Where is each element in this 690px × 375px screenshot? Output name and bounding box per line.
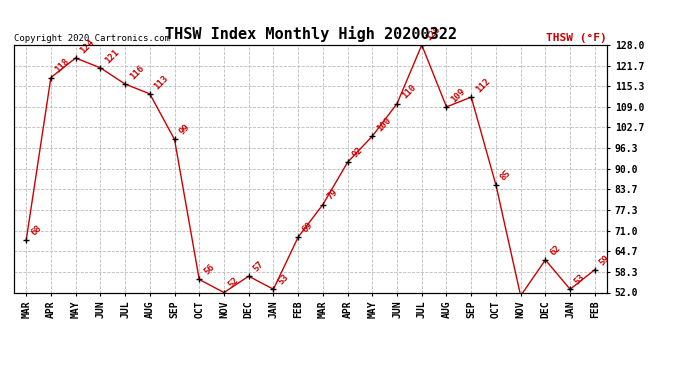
Text: 53: 53 bbox=[276, 273, 290, 286]
Text: 121: 121 bbox=[103, 47, 121, 65]
Text: THSW (°F): THSW (°F) bbox=[546, 33, 607, 42]
Text: 92: 92 bbox=[351, 146, 364, 159]
Text: 57: 57 bbox=[251, 260, 266, 273]
Text: 56: 56 bbox=[202, 263, 216, 277]
Text: 51: 51 bbox=[0, 374, 1, 375]
Text: 99: 99 bbox=[177, 123, 191, 136]
Text: 52: 52 bbox=[227, 276, 241, 290]
Title: THSW Index Monthly High 20200322: THSW Index Monthly High 20200322 bbox=[164, 27, 457, 42]
Text: 85: 85 bbox=[499, 168, 513, 182]
Text: 112: 112 bbox=[474, 76, 492, 94]
Text: 62: 62 bbox=[548, 243, 562, 257]
Text: 53: 53 bbox=[573, 273, 587, 286]
Text: 124: 124 bbox=[79, 38, 96, 55]
Text: 68: 68 bbox=[29, 224, 43, 238]
Text: 69: 69 bbox=[301, 220, 315, 234]
Text: 116: 116 bbox=[128, 63, 146, 81]
Text: 118: 118 bbox=[54, 57, 72, 75]
Text: 79: 79 bbox=[326, 188, 339, 202]
Text: Copyright 2020 Cartronics.com: Copyright 2020 Cartronics.com bbox=[14, 33, 170, 42]
Text: 113: 113 bbox=[152, 73, 170, 91]
Text: 110: 110 bbox=[400, 83, 417, 101]
Text: 109: 109 bbox=[449, 86, 467, 104]
Text: 59: 59 bbox=[598, 253, 611, 267]
Text: 100: 100 bbox=[375, 116, 393, 134]
Text: 128: 128 bbox=[424, 24, 442, 42]
